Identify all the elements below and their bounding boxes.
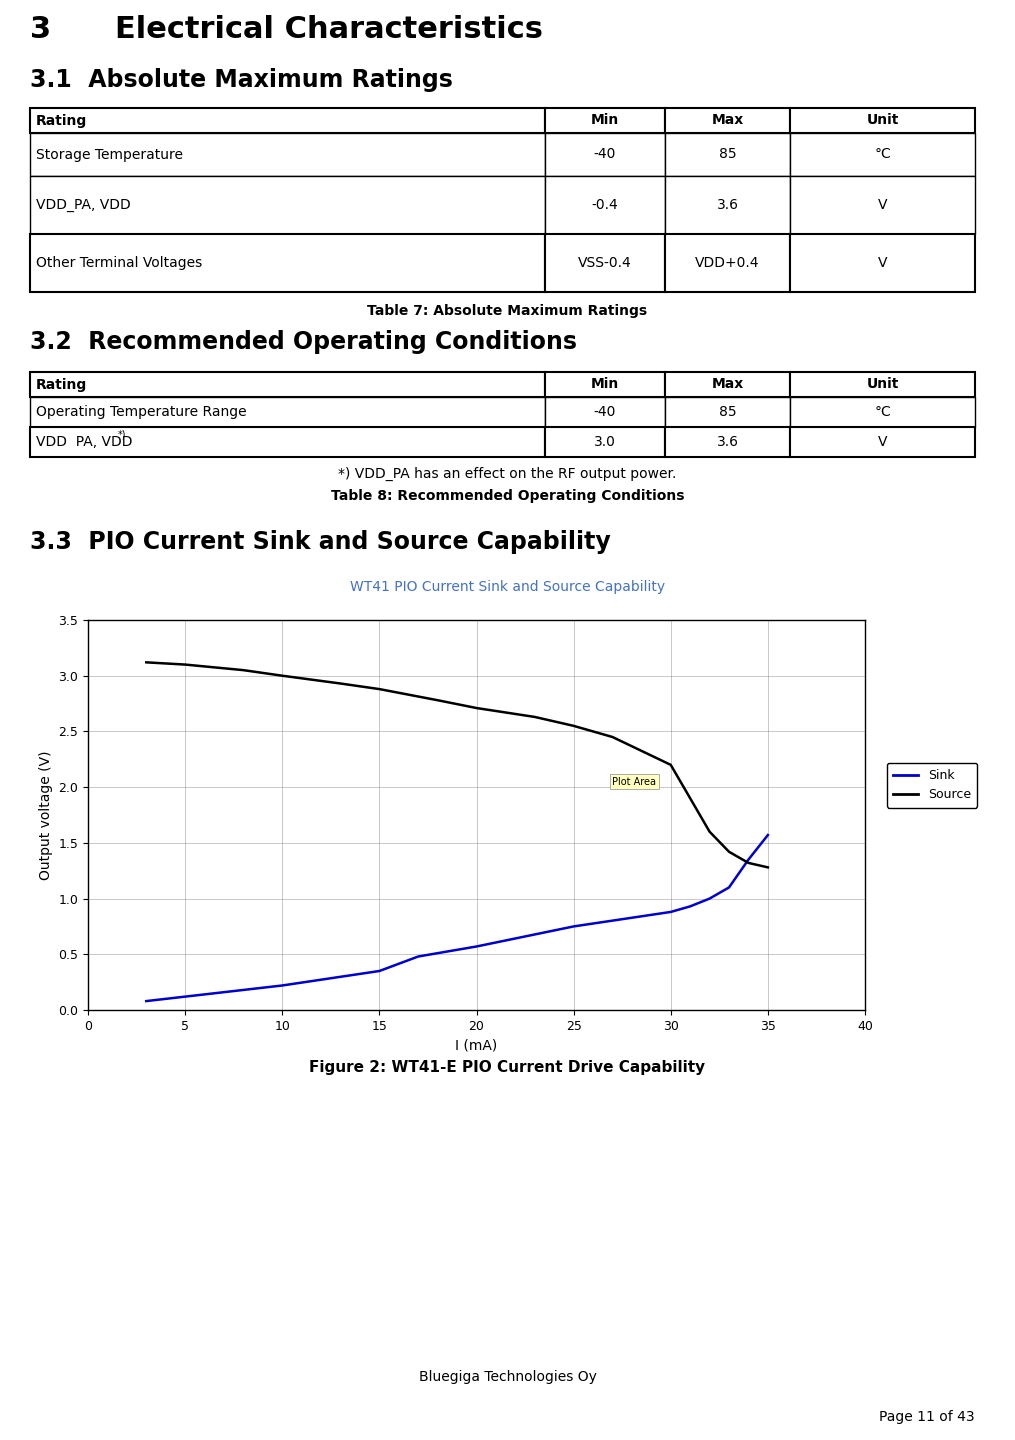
Bar [545, 132, 665, 176]
Text: WT41 PIO Current Sink and Source Capability: WT41 PIO Current Sink and Source Capabil… [350, 580, 665, 593]
Bar [545, 108, 665, 132]
Bar [665, 428, 790, 456]
Text: Plot Area: Plot Area [612, 778, 657, 786]
Text: *): *) [118, 429, 127, 439]
Text: VDD  PA, VDD: VDD PA, VDD [36, 435, 133, 449]
X-axis label: I (mA): I (mA) [456, 1038, 497, 1053]
Bar [545, 372, 665, 397]
Bar [790, 397, 975, 428]
Text: Bluegiga Technologies Oy: Bluegiga Technologies Oy [418, 1369, 597, 1384]
Bar [665, 397, 790, 428]
Text: VDD+0.4: VDD+0.4 [695, 256, 760, 269]
Text: 3.6: 3.6 [717, 435, 739, 449]
Bar [545, 397, 665, 428]
Text: Table 8: Recommended Operating Conditions: Table 8: Recommended Operating Condition… [331, 490, 684, 503]
Text: V: V [878, 256, 887, 269]
Text: 3.1  Absolute Maximum Ratings: 3.1 Absolute Maximum Ratings [30, 68, 453, 92]
Text: Unit: Unit [867, 377, 898, 392]
Bar [790, 132, 975, 176]
Text: 3.0: 3.0 [594, 435, 616, 449]
Bar [790, 372, 975, 397]
Text: Min: Min [591, 377, 619, 392]
Text: 85: 85 [719, 405, 736, 419]
Text: 3: 3 [30, 14, 51, 45]
Text: Unit: Unit [867, 114, 898, 128]
Text: Electrical Characteristics: Electrical Characteristics [115, 14, 543, 45]
Text: Min: Min [591, 114, 619, 128]
Bar [30, 372, 545, 397]
Bar [30, 397, 545, 428]
Bar [545, 233, 665, 292]
Text: -40: -40 [594, 147, 616, 161]
Bar [545, 176, 665, 233]
Bar [545, 428, 665, 456]
Bar [30, 108, 545, 132]
Legend: Sink, Source: Sink, Source [887, 763, 977, 808]
Text: Other Terminal Voltages: Other Terminal Voltages [36, 256, 202, 269]
Text: V: V [878, 435, 887, 449]
Bar [665, 372, 790, 397]
Text: -0.4: -0.4 [592, 197, 618, 212]
Bar [790, 108, 975, 132]
Text: Table 7: Absolute Maximum Ratings: Table 7: Absolute Maximum Ratings [367, 304, 648, 318]
Text: Page 11 of 43: Page 11 of 43 [879, 1410, 975, 1424]
Text: Max: Max [712, 114, 744, 128]
Bar [665, 233, 790, 292]
Bar [665, 176, 790, 233]
Text: 3.6: 3.6 [717, 197, 739, 212]
Text: °C: °C [874, 405, 891, 419]
Text: V: V [878, 197, 887, 212]
Text: VSS-0.4: VSS-0.4 [579, 256, 632, 269]
Text: Figure 2: WT41-E PIO Current Drive Capability: Figure 2: WT41-E PIO Current Drive Capab… [310, 1060, 705, 1076]
Bar [665, 132, 790, 176]
Text: 3.2  Recommended Operating Conditions: 3.2 Recommended Operating Conditions [30, 330, 577, 354]
Bar [790, 428, 975, 456]
Bar [30, 132, 545, 176]
Text: 3.3  PIO Current Sink and Source Capability: 3.3 PIO Current Sink and Source Capabili… [30, 530, 611, 554]
Text: Operating Temperature Range: Operating Temperature Range [36, 405, 247, 419]
Text: Max: Max [712, 377, 744, 392]
Y-axis label: Output voltage (V): Output voltage (V) [39, 750, 53, 880]
Text: Rating: Rating [36, 114, 87, 128]
Bar [790, 176, 975, 233]
Bar [790, 233, 975, 292]
Text: *) VDD_PA has an effect on the RF output power.: *) VDD_PA has an effect on the RF output… [338, 467, 677, 481]
Bar [665, 108, 790, 132]
Text: 85: 85 [719, 147, 736, 161]
Text: VDD_PA, VDD: VDD_PA, VDD [36, 197, 131, 212]
Text: Storage Temperature: Storage Temperature [36, 147, 183, 161]
Bar [30, 176, 545, 233]
Text: °C: °C [874, 147, 891, 161]
Bar [30, 233, 545, 292]
Text: -40: -40 [594, 405, 616, 419]
Bar [30, 428, 545, 456]
Text: Rating: Rating [36, 377, 87, 392]
